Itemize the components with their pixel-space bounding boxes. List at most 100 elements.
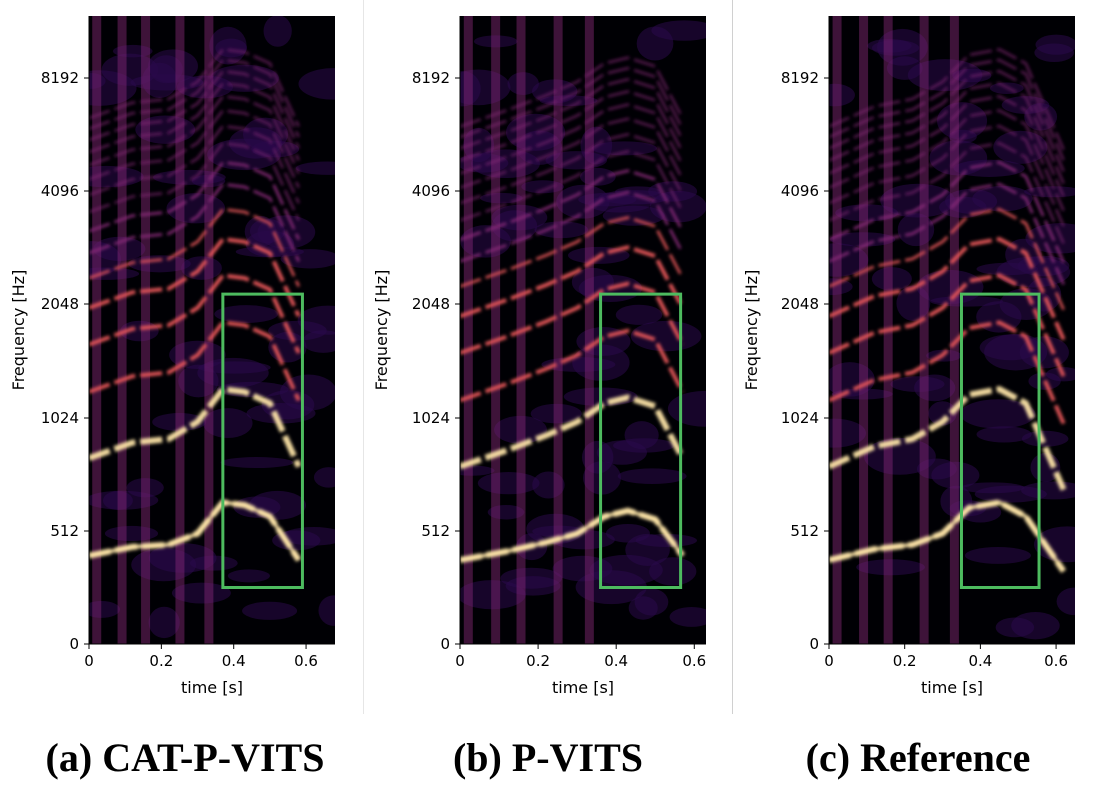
y-tick-label: 2048: [412, 295, 450, 313]
spectrogram-burst: [92, 16, 102, 644]
spectrogram-haze: [279, 374, 335, 411]
spectrogram-harmonic: [829, 124, 1065, 227]
spectrogram-harmonic: [460, 150, 684, 222]
y-tick-label: 0: [809, 635, 819, 653]
spectrogram-harmonic: [460, 117, 684, 189]
spectrogram-harmonic: [89, 124, 300, 204]
spectrogram-burst: [553, 16, 563, 644]
spectrogram-haze: [93, 236, 146, 261]
spectrogram-haze: [1034, 526, 1075, 563]
spectrogram-burst: [117, 16, 127, 644]
spectrogram-haze: [227, 569, 271, 583]
spectrogram-haze: [532, 471, 565, 499]
spectrogram-harmonic: [89, 69, 300, 149]
spectrogram-haze: [214, 305, 279, 323]
highlight-box: [959, 292, 1041, 589]
spectrogram-haze: [494, 415, 547, 444]
spectrogram-haze: [500, 567, 563, 589]
spectrogram-haze: [281, 526, 335, 546]
spectrogram-haze: [1045, 367, 1075, 382]
panel-reference: 0 512 1024 2048 4096 8192 0 0.2 0.4 0.6 time [s] Fr…: [733, 0, 1103, 792]
y-tick-label: 512: [790, 522, 819, 540]
spectrogram-harmonic: [89, 94, 300, 175]
panel-cat-p-vits: 0 512 1024 2048 4096 8192 0 0.2 0.4 0.6 time [s] Fr…: [0, 0, 370, 792]
spectrogram-haze: [295, 161, 335, 175]
spectrogram-haze: [591, 141, 657, 156]
spectrogram-burst: [141, 16, 151, 644]
y-tick-label: 8192: [41, 69, 79, 87]
x-tick-label: 0.2: [526, 652, 550, 670]
spectrogram-harmonics: [829, 48, 1067, 573]
spectrogram-haze: [596, 440, 647, 465]
spectrogram-harmonic: [89, 182, 300, 262]
x-tick-label: 0.6: [1044, 652, 1068, 670]
spectrogram-haze: [931, 461, 980, 489]
spectrogram-harmonic: [829, 320, 1066, 425]
y-tick-label: 2048: [41, 295, 79, 313]
x-tick-label: 0.2: [149, 652, 173, 670]
spectrogram-haze: [628, 596, 658, 620]
spectrogram-haze: [1025, 223, 1075, 254]
spectrogram-harmonic: [460, 90, 684, 162]
spectrogram-burst: [491, 16, 501, 644]
spectrogram-harmonic: [829, 48, 1065, 151]
spectrogram-haze: [669, 607, 706, 627]
spectrogram-haze: [871, 40, 920, 56]
x-tick-label: 0: [824, 652, 834, 670]
spectrogram-haze: [617, 468, 687, 484]
x-axis-label: time [s]: [181, 678, 243, 697]
spectrogram-haze: [930, 295, 1003, 307]
spectrogram-energy: [829, 16, 1075, 644]
spectrogram-harmonic: [460, 78, 684, 150]
spectrogram-harmonic: [460, 216, 684, 288]
spectrogram-haze: [197, 357, 269, 388]
spectrogram-haze: [953, 159, 1025, 177]
highlight-box: [221, 292, 304, 589]
spectrogram-haze: [829, 362, 875, 397]
spectrogram-haze: [856, 559, 925, 576]
spectrogram-haze: [829, 243, 869, 277]
spectrogram-harmonic: [829, 386, 1067, 491]
spectrogram-harmonic: [89, 48, 300, 128]
spectrogram-harmonic: [89, 273, 301, 354]
spectrogram-haze: [148, 606, 180, 639]
y-tick-label: 4096: [781, 182, 819, 200]
spectrogram-chart-p-vits: 0 512 1024 2048 4096 8192 0 0.2 0.4 0.6 time [s] Fr…: [372, 16, 706, 697]
y-tick-label: 512: [50, 522, 79, 540]
x-axis-label: time [s]: [552, 678, 614, 697]
y-tick-label: 1024: [41, 409, 79, 427]
caption-p-vits: (b) P-VITS: [452, 735, 644, 780]
spectrogram-burst: [949, 16, 959, 644]
spectrogram-burst: [175, 16, 185, 644]
spectrogram-haze: [280, 249, 335, 269]
spectrogram-haze: [1056, 587, 1075, 616]
spectrogram-haze: [148, 543, 217, 573]
spectrogram-harmonic: [829, 207, 1065, 311]
spectrogram-haze: [976, 426, 1032, 443]
spectrogram-burst: [204, 16, 214, 644]
caption-reference: (c) Reference: [805, 735, 1031, 780]
spectrogram-harmonic: [89, 109, 300, 189]
spectrogram-haze: [615, 304, 663, 325]
spectrogram-haze: [149, 55, 183, 84]
spectrogram-harmonic: [89, 386, 302, 468]
spectrogram-haze: [460, 465, 495, 476]
spectrogram-harmonic: [89, 141, 300, 221]
x-axis-label: time [s]: [921, 678, 983, 697]
spectrogram-haze: [313, 467, 335, 488]
spectrogram-haze: [203, 408, 253, 438]
spectrogram-harmonic: [829, 109, 1065, 212]
spectrogram-haze: [507, 72, 539, 96]
spectrogram-harmonic: [460, 281, 685, 355]
spectrogram-burst: [584, 16, 594, 644]
spectrogram-haze: [829, 83, 855, 107]
y-tick-label: 0: [440, 635, 450, 653]
spectrogram-haze: [880, 183, 956, 218]
spectrogram-haze: [89, 600, 121, 618]
spectrogram-burst: [919, 16, 929, 644]
spectrogram-haze: [534, 221, 589, 239]
spectrogram-haze: [477, 472, 540, 495]
x-tick-label: 0.6: [682, 652, 706, 670]
spectrogram-haze: [104, 525, 159, 542]
spectrogram-harmonic: [829, 273, 1066, 377]
